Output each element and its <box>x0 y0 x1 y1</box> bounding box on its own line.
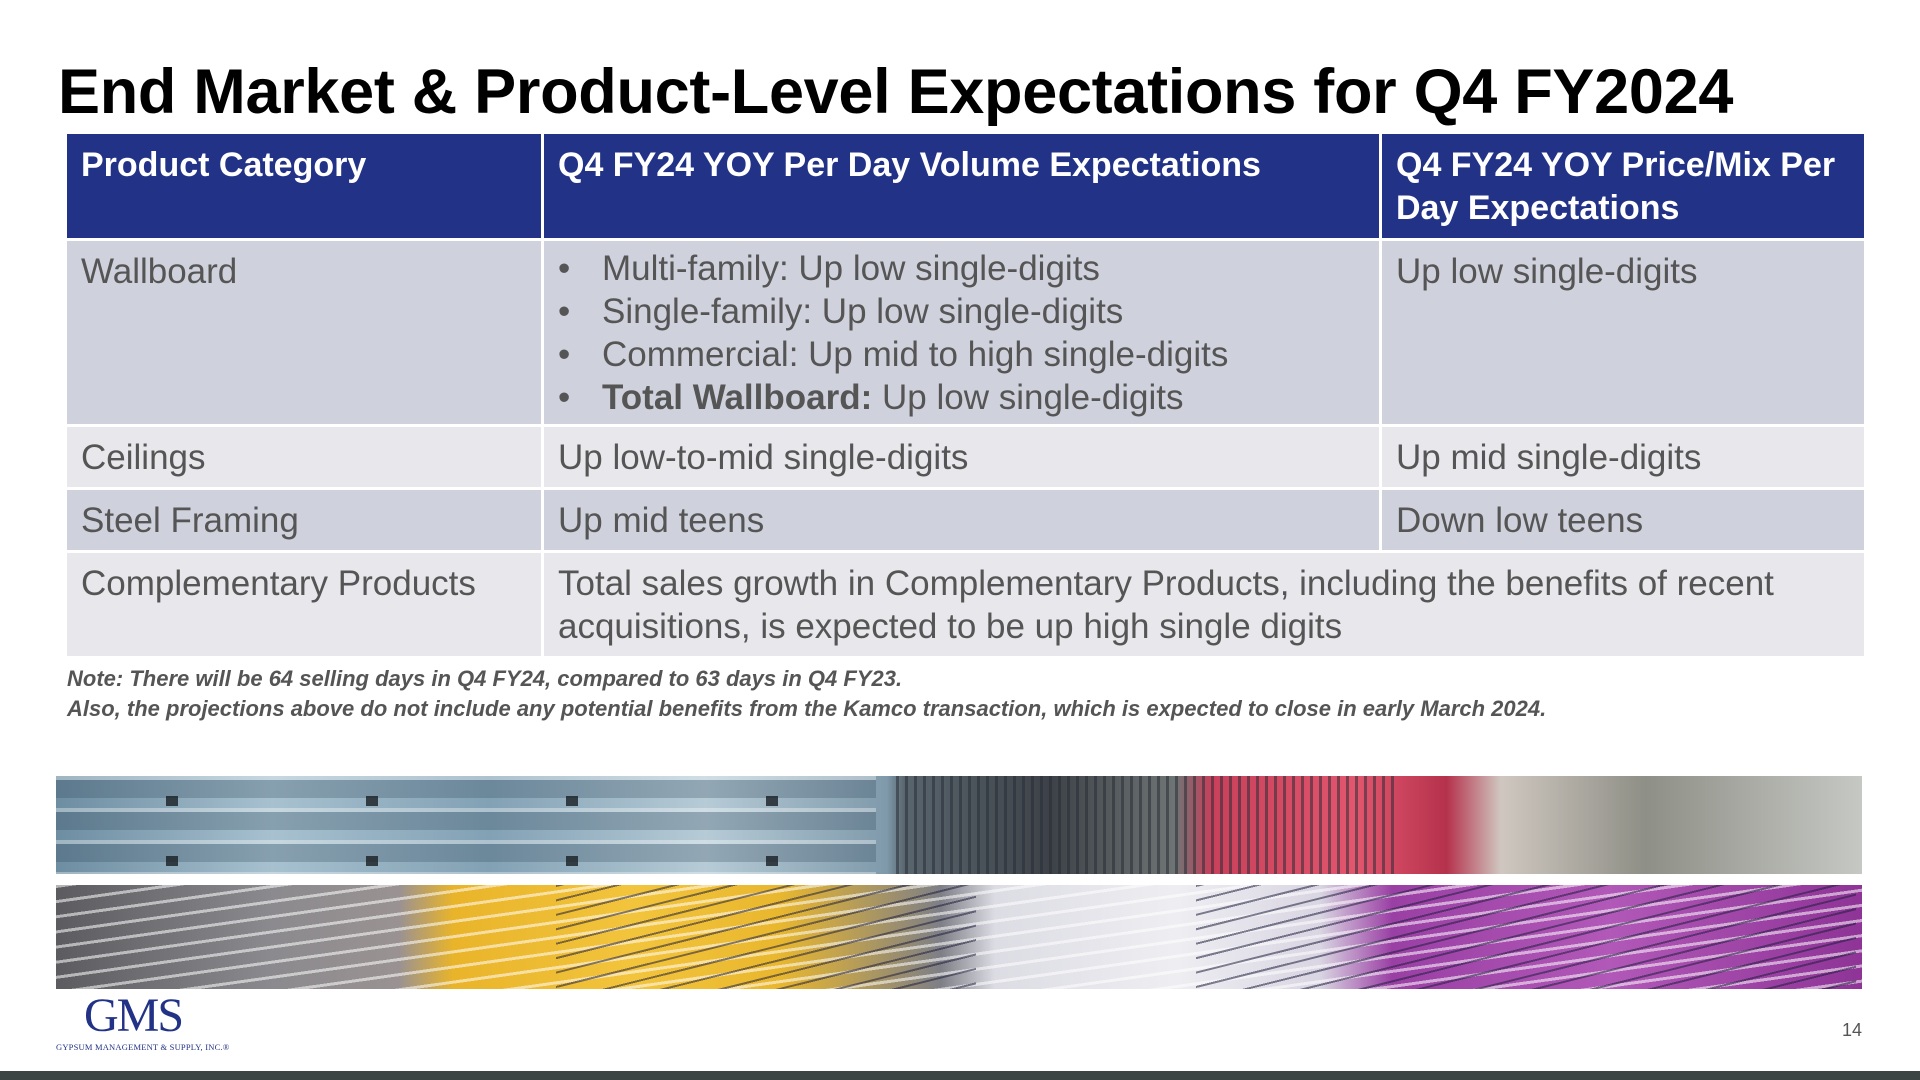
footnote-line-1: Note: There will be 64 selling days in Q… <box>67 666 903 691</box>
category-cell: Complementary Products <box>64 550 544 659</box>
volume-cell: • Multi-family: Up low single-digits • Sin… <box>541 238 1382 427</box>
logo-wordmark: GMS <box>84 989 184 1042</box>
complementary-text-cell: Total sales growth in Complementary Prod… <box>541 550 1867 659</box>
gms-logo: GMS GYPSUM MANAGEMENT & SUPPLY, INC.® <box>56 989 236 1053</box>
bullet-icon: • <box>558 335 571 374</box>
volume-cell: Up low-to-mid single-digits <box>541 424 1382 490</box>
bullet-icon: • <box>558 378 571 417</box>
logo-subtitle: GYPSUM MANAGEMENT & SUPPLY, INC.® <box>56 1042 230 1052</box>
table-header-row: Product Category Q4 FY24 YOY Per Day Vol… <box>64 131 1867 241</box>
table-row-wallboard: Wallboard • Multi-family: Up low single-d… <box>64 238 1867 427</box>
volume-cell: Up mid teens <box>541 487 1382 553</box>
table-row-complementary-products: Complementary Products Total sales growt… <box>64 550 1867 659</box>
category-cell: Ceilings <box>64 424 544 490</box>
total-wallboard-label: Total Wallboard: <box>602 378 873 417</box>
list-item: • Multi-family: Up low single-digits <box>558 249 1100 288</box>
table-row-ceilings: Ceilings Up low-to-mid single-digits Up … <box>64 424 1867 490</box>
header-volume-expectations: Q4 FY24 YOY Per Day Volume Expectations <box>541 131 1382 241</box>
category-cell: Steel Framing <box>64 487 544 553</box>
price-mix-cell: Up low single-digits <box>1379 238 1867 427</box>
table-row-steel-framing: Steel Framing Up mid teens Down low teen… <box>64 487 1867 553</box>
price-mix-cell: Up mid single-digits <box>1379 424 1867 490</box>
header-product-category: Product Category <box>64 131 544 241</box>
category-cell: Wallboard <box>64 238 544 427</box>
page-number: 14 <box>1841 1020 1862 1040</box>
steel-framing-photo <box>56 776 1862 874</box>
bullet-icon: • <box>558 249 571 288</box>
bottom-bar <box>0 1071 1920 1080</box>
header-price-mix-expectations: Q4 FY24 YOY Price/Mix Per Day Expectatio… <box>1379 131 1867 241</box>
list-item: • Commercial: Up mid to high single-digit… <box>558 335 1229 374</box>
expectations-table: Product Category Q4 FY24 YOY Per Day Vol… <box>64 131 1867 659</box>
wallboard-bullet-list: • Multi-family: Up low single-digits • Sin… <box>558 247 1367 419</box>
list-item: • Single-family: Up low single-digits <box>558 292 1124 331</box>
footnote-line-2: Also, the projections above do not inclu… <box>67 696 1547 721</box>
wallboard-stack-photo <box>56 885 1862 989</box>
list-item: • Total Wallboard: Up low single-digits <box>558 378 1184 417</box>
bullet-icon: • <box>558 292 571 331</box>
slide-title: End Market & Product-Level Expectations … <box>58 57 1734 127</box>
price-mix-cell: Down low teens <box>1379 487 1867 553</box>
footnote: Note: There will be 64 selling days in Q… <box>67 664 1546 724</box>
